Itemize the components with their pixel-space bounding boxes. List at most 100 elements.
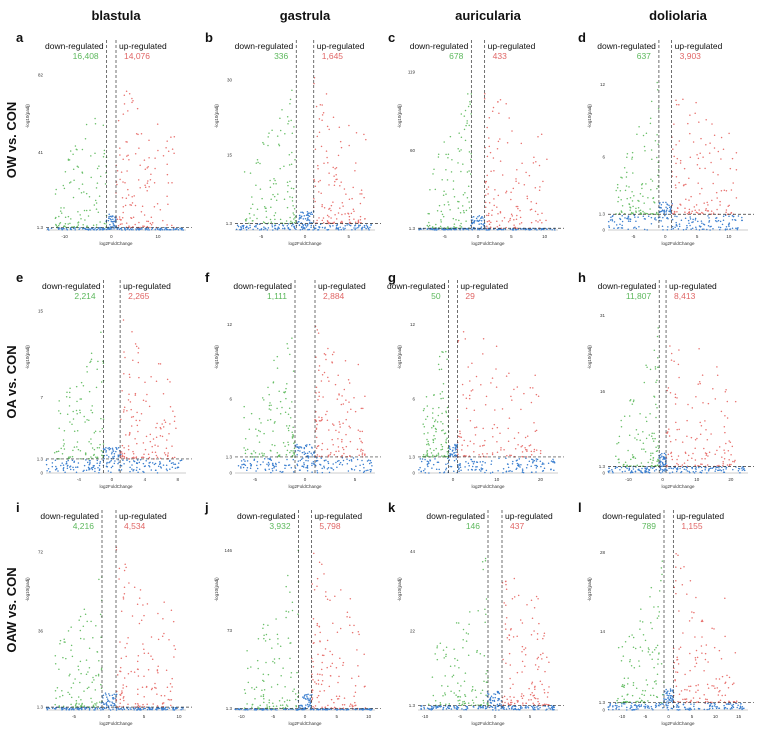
y-tick-label: 1.3 <box>226 454 233 459</box>
down-point <box>451 158 453 161</box>
down-point <box>293 208 296 210</box>
ns-point <box>113 462 116 465</box>
down-point <box>276 407 278 410</box>
ns-point <box>301 706 303 708</box>
down-point <box>273 359 275 362</box>
ns-point <box>164 227 166 229</box>
down-count: 16,408 <box>73 51 99 61</box>
down-point <box>93 448 96 451</box>
ns-point <box>690 228 692 230</box>
ns-point <box>118 461 120 464</box>
up-point <box>314 185 317 187</box>
ns-point <box>306 452 309 454</box>
down-point <box>62 184 65 187</box>
up-point <box>699 433 702 436</box>
ns-point <box>709 229 711 231</box>
down-point <box>95 704 97 706</box>
up-point <box>689 156 692 159</box>
up-count: 2,265 <box>128 291 150 301</box>
ns-point <box>235 228 238 231</box>
up-point <box>478 453 480 456</box>
up-point <box>487 186 490 188</box>
ns-point <box>491 699 494 702</box>
up-point <box>159 363 162 365</box>
ns-point <box>543 467 546 469</box>
ns-point <box>91 227 94 230</box>
up-point <box>170 698 173 701</box>
down-point <box>100 417 102 420</box>
up-point <box>318 131 321 134</box>
ns-point <box>643 228 646 231</box>
down-point <box>90 358 93 360</box>
points-group <box>607 81 743 231</box>
ns-point <box>638 225 640 228</box>
up-point <box>537 698 539 700</box>
ns-point <box>85 459 87 461</box>
down-point <box>74 678 76 680</box>
down-point <box>266 704 268 706</box>
ns-point <box>94 227 96 229</box>
ns-point <box>237 225 240 228</box>
ns-point <box>129 466 131 469</box>
down-point <box>263 143 265 145</box>
up-point <box>516 169 518 171</box>
up-point <box>116 690 118 693</box>
down-point <box>73 430 76 433</box>
up-point <box>321 104 323 106</box>
down-point <box>457 162 459 164</box>
ns-point <box>418 228 420 231</box>
down-point <box>434 419 437 421</box>
ns-point <box>670 207 672 210</box>
up-point <box>673 155 675 158</box>
ns-point <box>112 708 114 710</box>
down-point <box>293 214 295 216</box>
down-point <box>461 205 464 207</box>
x-axis-label: log2FoldChange <box>288 721 322 726</box>
down-point <box>656 406 658 409</box>
down-point <box>467 105 470 108</box>
up-point <box>359 215 362 218</box>
ns-point <box>298 218 300 220</box>
down-point <box>83 690 85 692</box>
up-point <box>482 337 485 340</box>
down-point <box>460 136 463 138</box>
ns-point <box>489 698 492 701</box>
down-point <box>288 699 291 702</box>
down-point <box>269 402 271 404</box>
up-point <box>167 698 170 701</box>
up-point <box>321 442 324 445</box>
up-point <box>137 654 140 657</box>
down-point <box>462 639 464 641</box>
row-header-0: OW vs. CON <box>4 102 19 179</box>
up-point <box>127 672 130 675</box>
y-tick-label: 0 <box>602 228 605 233</box>
ns-point <box>46 708 49 711</box>
up-point <box>536 658 539 660</box>
ns-point <box>241 225 244 227</box>
ns-point <box>435 468 438 470</box>
up-point <box>347 378 350 381</box>
up-point <box>360 450 362 452</box>
up-point <box>317 694 320 697</box>
up-point <box>163 452 166 454</box>
down-point <box>79 457 81 460</box>
down-point <box>285 585 287 588</box>
down-point <box>70 644 73 647</box>
down-point <box>625 185 628 187</box>
down-point <box>256 208 259 211</box>
ns-point <box>667 226 669 228</box>
up-point <box>521 455 523 458</box>
down-point <box>449 665 452 667</box>
down-point <box>291 401 293 403</box>
up-point <box>171 445 173 447</box>
up-point <box>316 219 318 222</box>
ns-point <box>531 461 534 464</box>
down-point <box>431 412 434 414</box>
ns-point <box>140 227 142 230</box>
ns-point <box>138 708 141 711</box>
up-point <box>321 374 324 376</box>
ns-point <box>473 220 476 223</box>
ns-point <box>292 458 295 461</box>
x-axis-label: log2FoldChange <box>471 484 505 489</box>
up-point <box>507 221 510 223</box>
